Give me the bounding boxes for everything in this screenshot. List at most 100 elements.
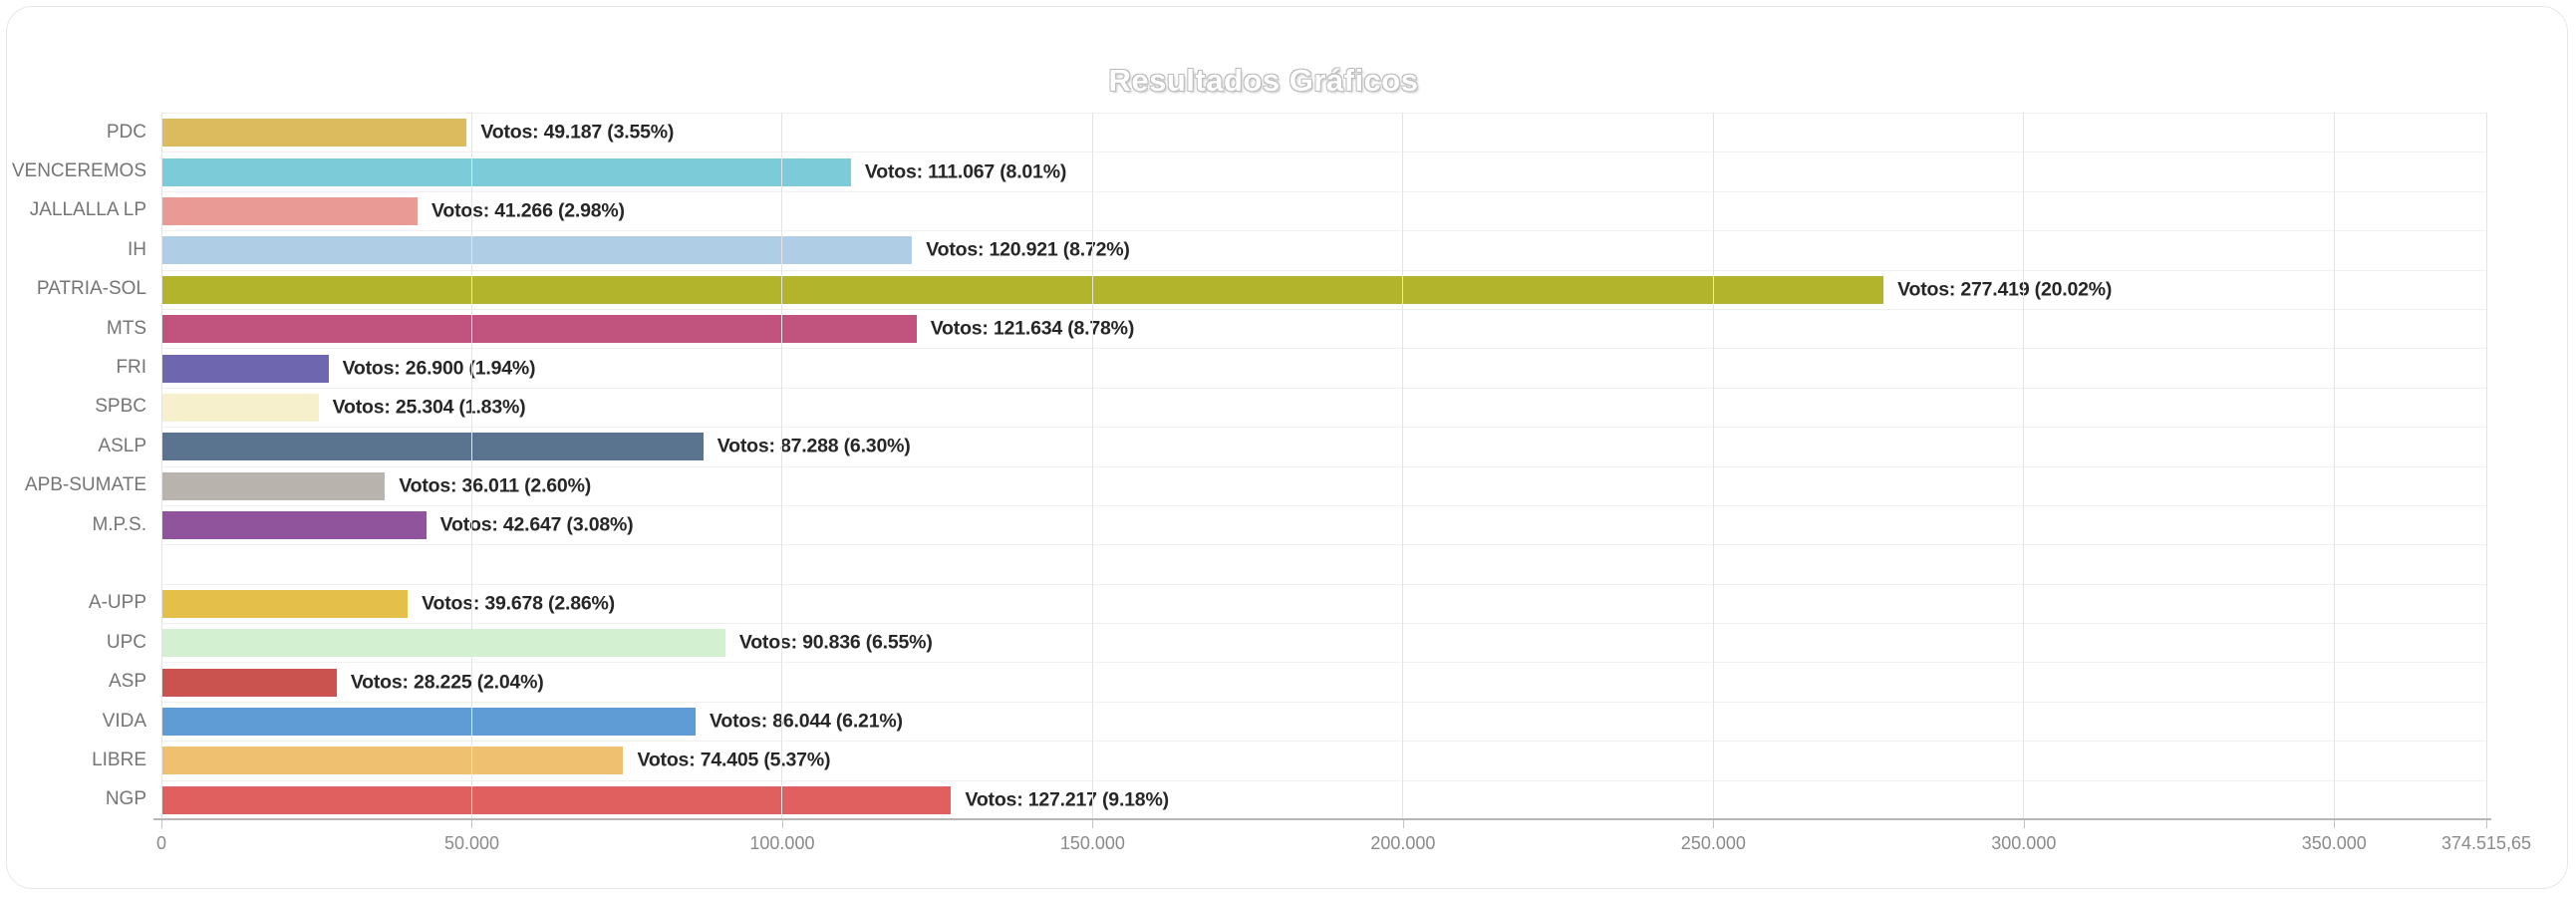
bar-row: Votos: 36.011 (2.60%) — [161, 465, 2486, 505]
bar-value-label: Votos: 90.836 (6.55%) — [738, 631, 933, 654]
y-axis-label: ASP — [108, 671, 146, 693]
y-axis-label: VENCEREMOS — [11, 160, 146, 182]
gridline — [1091, 113, 1093, 819]
bar-aslp[interactable] — [161, 433, 704, 461]
x-axis-tick — [2334, 820, 2336, 828]
bar-row: Votos: 74.405 (5.37%) — [161, 741, 2486, 779]
x-axis-tick — [2023, 820, 2025, 828]
x-axis-tick-label: 300.000 — [1991, 833, 2057, 853]
y-axis-label: PATRIA-SOL — [36, 278, 146, 300]
x-axis-tick — [1402, 820, 1404, 828]
bar-row: Votos: 277.419 (20.02%) — [161, 269, 2486, 309]
bar-row: Votos: 86.044 (6.21%) — [161, 701, 2486, 741]
bar-jallalla-lp[interactable] — [161, 196, 419, 225]
bar-ngp[interactable] — [161, 785, 952, 814]
bar-mts[interactable] — [161, 315, 917, 344]
bar-value-label: Votos: 49.187 (3.55%) — [480, 121, 675, 144]
gridline — [781, 113, 783, 819]
bar-row: Votos: 120.921 (8.72%) — [161, 230, 2486, 269]
x-axis-tick-label: 150.000 — [1059, 833, 1125, 853]
y-axis-label: IH — [128, 238, 146, 260]
bar-value-label: Votos: 41.266 (2.98%) — [431, 199, 625, 222]
bar-a-upp[interactable] — [161, 589, 409, 618]
gridline — [470, 113, 472, 819]
bar-value-label: Votos: 26.900 (1.94%) — [342, 357, 536, 380]
bar-apb-sumate[interactable] — [161, 471, 386, 500]
y-axis-label: UPC — [106, 631, 146, 653]
gridline — [2485, 113, 2487, 819]
x-axis-tick-label: 100.000 — [749, 833, 815, 853]
y-axis-label: FRI — [116, 357, 146, 379]
bar-value-label: Votos: 87.288 (6.30%) — [716, 435, 911, 457]
bar-rows: Votos: 49.187 (3.55%) Votos: 111.067 (8.0… — [161, 113, 2486, 819]
y-axis-label: JALLALLA LP — [29, 199, 146, 221]
bar-value-label: Votos: 86.044 (6.21%) — [710, 710, 903, 733]
x-axis-tick-label: 0 — [155, 833, 167, 853]
x-axis-tick — [471, 820, 473, 828]
bar-patria-sol[interactable] — [161, 275, 1884, 304]
chart-card: Resultados Gráficos PDC VENCEREMOS JALLALL… — [6, 6, 2568, 889]
bar-row: Votos: 121.634 (8.78%) — [161, 308, 2486, 348]
bar-spbc[interactable] — [161, 393, 319, 422]
bar-upc[interactable] — [161, 629, 725, 658]
x-axis-tick-label: 350.000 — [2301, 833, 2367, 853]
bar-value-label: Votos: 42.647 (3.08%) — [439, 513, 634, 536]
bar-libre[interactable] — [161, 747, 624, 775]
x-axis-tick — [1713, 820, 1715, 828]
bar-value-label: Votos: 28.225 (2.04%) — [350, 671, 544, 694]
x-axis-tick-label: 200.000 — [1370, 833, 1436, 853]
bar-row: Votos: 42.647 (3.08%) — [161, 504, 2486, 544]
bar-row: Votos: 39.678 (2.86%) — [161, 583, 2486, 623]
x-axis-tick-label: 50.000 — [443, 833, 499, 853]
bar-row: Votos: 28.225 (2.04%) — [161, 662, 2486, 701]
bar-row: Votos: 49.187 (3.55%) — [161, 113, 2486, 151]
x-axis-tick-label: 250.000 — [1680, 833, 1746, 853]
bar-vida[interactable] — [161, 708, 696, 737]
x-axis-tick — [161, 820, 162, 828]
bar-pdc[interactable] — [161, 119, 467, 148]
bar-row — [161, 544, 2486, 583]
plot-area: Votos: 49.187 (3.55%) Votos: 111.067 (8.0… — [160, 113, 2487, 819]
bar-fri[interactable] — [161, 354, 329, 383]
bar-row: Votos: 127.217 (9.18%) — [161, 779, 2486, 819]
bar-value-label: Votos: 36.011 (2.60%) — [399, 474, 592, 497]
y-axis-label: LIBRE — [92, 748, 146, 770]
bar-row: Votos: 87.288 (6.30%) — [161, 427, 2486, 465]
y-axis-label: SPBC — [95, 396, 146, 418]
y-axis-label: MTS — [106, 317, 146, 339]
x-axis-line — [153, 818, 2491, 820]
bar-row: Votos: 25.304 (1.83%) — [161, 387, 2486, 427]
bar-venceremos[interactable] — [161, 157, 851, 186]
bar-value-label: Votos: 39.678 (2.86%) — [422, 592, 615, 615]
bar-value-label: Votos: 74.405 (5.37%) — [637, 748, 831, 771]
gridline — [1712, 113, 1714, 819]
bar-row: Votos: 90.836 (6.55%) — [161, 623, 2486, 662]
bar-row: Votos: 41.266 (2.98%) — [161, 190, 2486, 230]
y-axis-label: A-UPP — [88, 592, 146, 614]
bar-row: Votos: 111.067 (8.01%) — [161, 151, 2486, 190]
bar-asp[interactable] — [161, 668, 337, 697]
gridline — [160, 113, 162, 819]
bar-m-p-s-[interactable] — [161, 511, 427, 540]
x-axis-tick-label: 374.515,65 — [2440, 833, 2532, 853]
y-axis-label — [7, 544, 146, 583]
y-axis-labels: PDC VENCEREMOS JALLALLA LP IH PATRIA-SOL MTS F… — [7, 113, 146, 819]
y-axis-label: APB-SUMATE — [24, 474, 146, 496]
bar-value-label: Votos: 127.217 (9.18%) — [965, 788, 1169, 811]
y-axis-label: NGP — [105, 788, 146, 810]
chart-title: Resultados Gráficos — [1108, 63, 1419, 98]
y-axis-label: ASLP — [98, 435, 146, 456]
bar-value-label: Votos: 277.419 (20.02%) — [1897, 278, 2113, 301]
bar-row: Votos: 26.900 (1.94%) — [161, 348, 2486, 387]
bar-value-label: Votos: 25.304 (1.83%) — [332, 396, 526, 419]
bar-value-label: Votos: 111.067 (8.01%) — [864, 160, 1067, 183]
y-axis-label: VIDA — [102, 710, 146, 732]
y-axis-label: PDC — [106, 121, 146, 143]
gridline — [1402, 113, 1404, 819]
x-axis-tick — [1092, 820, 1094, 828]
y-axis-label: M.P.S. — [92, 513, 146, 535]
bar-value-label: Votos: 121.634 (8.78%) — [930, 317, 1135, 340]
x-axis-tick — [781, 820, 783, 828]
bar-value-label: Votos: 120.921 (8.72%) — [926, 238, 1130, 261]
bar-ih[interactable] — [161, 236, 913, 265]
